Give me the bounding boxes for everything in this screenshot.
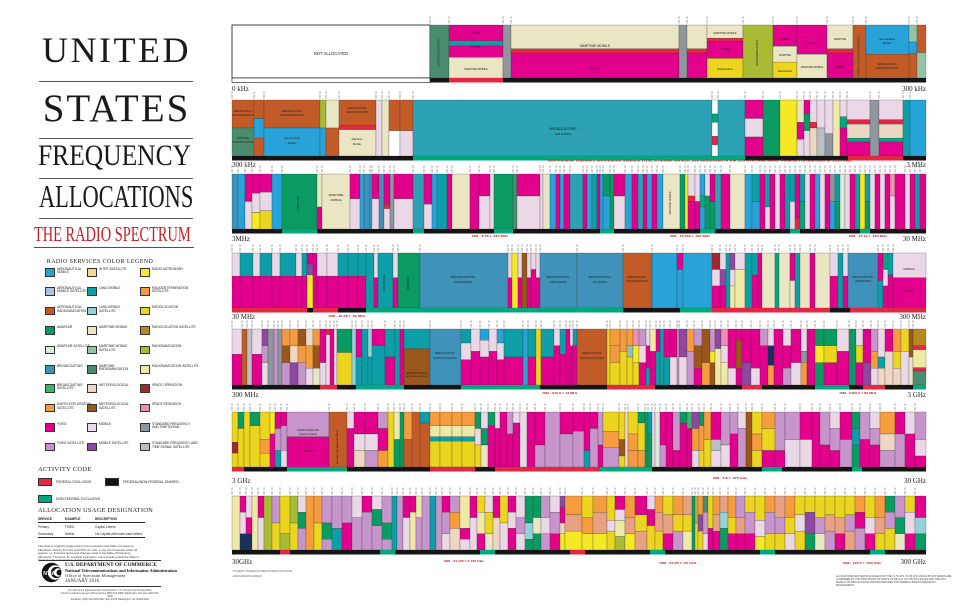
- svg-text:NOT ALLOCATED: NOT ALLOCATED: [314, 51, 348, 56]
- svg-text:RADIONAVIGATION: RADIONAVIGATION: [346, 111, 368, 114]
- svg-text:BROADCASTING: BROADCASTING: [549, 127, 576, 131]
- svg-text:+ EXCEPT AERONAUTICAL MOBILE (: + EXCEPT AERONAUTICAL MOBILE (R): [232, 575, 262, 578]
- svg-text:MARITIME: MARITIME: [779, 54, 791, 57]
- svg-text:RADIONAVIGATION: RADIONAVIGATION: [755, 40, 759, 66]
- svg-text:ISM - 5.8 ± .075 GHz: ISM - 5.8 ± .075 GHz: [713, 476, 748, 480]
- svg-text:FIXED SATELLITE: FIXED SATELLITE: [297, 428, 319, 432]
- svg-text:AERONAUTICAL RADIONAVIGATION: AERONAUTICAL RADIONAVIGATION: [858, 35, 861, 76]
- svg-text:NTIA: NTIA: [43, 571, 55, 577]
- svg-text:ISM - 13.560 ± .007 MHz: ISM - 13.560 ± .007 MHz: [670, 234, 711, 238]
- svg-text:300 MHz: 300 MHz: [232, 391, 259, 399]
- svg-text:300 MHz: 300 MHz: [899, 313, 926, 321]
- svg-text:MARITIME MOBILE: MARITIME MOBILE: [713, 31, 736, 35]
- svg-text:AERONAUTICAL: AERONAUTICAL: [877, 63, 897, 66]
- svg-text:Aeronautical: Aeronautical: [879, 37, 895, 41]
- svg-text:300 kHz: 300 kHz: [902, 85, 926, 93]
- svg-text:AERONAUTICAL: AERONAUTICAL: [435, 351, 456, 355]
- svg-text:BROADCASTING: BROADCASTING: [451, 275, 476, 279]
- svg-text:MOBILE: MOBILE: [330, 198, 341, 202]
- svg-text:FIXED: FIXED: [721, 47, 729, 51]
- svg-text:Radiolocation: Radiolocation: [717, 67, 733, 71]
- svg-text:FIXED: FIXED: [905, 289, 915, 293]
- svg-text:RADIONAVIGATION: RADIONAVIGATION: [232, 141, 253, 144]
- svg-text:30GHz: 30GHz: [232, 558, 252, 566]
- svg-text:METEOROLOGICAL: METEOROLOGICAL: [406, 372, 428, 375]
- svg-text:Mobile: Mobile: [288, 141, 297, 145]
- svg-text:MARITIME: MARITIME: [329, 193, 344, 197]
- svg-text:3 MHz: 3 MHz: [906, 161, 926, 169]
- svg-text:30 MHz: 30 MHz: [232, 313, 255, 321]
- svg-text:Radiolocation: Radiolocation: [778, 70, 793, 73]
- svg-text:LAND MOBILE: LAND MOBILE: [382, 274, 386, 292]
- svg-text:AMATEUR: AMATEUR: [406, 276, 410, 289]
- svg-text:3 GHz: 3 GHz: [232, 477, 250, 485]
- svg-text:MARITIME: MARITIME: [834, 38, 847, 41]
- svg-text:FIXED: FIXED: [590, 67, 601, 71]
- svg-text:FIXED: FIXED: [836, 65, 844, 69]
- svg-text:AERONAUTICAL RADIONAVIGATION: AERONAUTICAL RADIONAVIGATION: [336, 429, 339, 464]
- svg-text:Mobile: Mobile: [353, 142, 362, 146]
- svg-text:(FM RADIO): (FM RADIO): [593, 280, 608, 284]
- svg-text:(space-to-Earth): (space-to-Earth): [299, 433, 317, 436]
- svg-text:* IN ITU REGION 2, THE AERONAU: * IN ITU REGION 2, THE AERONAUTICAL MOBI…: [232, 570, 292, 573]
- svg-text:ISM - 915.0 ± 13 MHz: ISM - 915.0 ± 13 MHz: [543, 391, 579, 395]
- svg-text:ISM - 61.25 ± .25 GHz: ISM - 61.25 ± .25 GHz: [660, 561, 698, 565]
- svg-text:AERONAUTICAL: AERONAUTICAL: [347, 107, 367, 110]
- svg-text:Maritime: Maritime: [352, 137, 363, 141]
- svg-text:BROADCASTING: BROADCASTING: [589, 275, 611, 279]
- svg-text:30 MHz: 30 MHz: [903, 235, 926, 243]
- svg-text:AMATEUR: AMATEUR: [296, 195, 300, 210]
- svg-text:ISM - 2450.0 ± 50 MHz: ISM - 2450.0 ± 50 MHz: [840, 391, 878, 395]
- svg-text:Non-Federal Travelers Informat: Non-Federal Travelers Information Statio…: [548, 159, 853, 163]
- svg-text:AERONAUTICAL: AERONAUTICAL: [282, 109, 303, 113]
- svg-text:3 GHz: 3 GHz: [908, 391, 926, 399]
- svg-text:FIXED: FIXED: [471, 45, 481, 49]
- svg-text:RADIONAVIGATION: RADIONAVIGATION: [876, 67, 898, 70]
- svg-text:300 GHz: 300 GHz: [901, 558, 926, 566]
- svg-text:3MHz: 3MHz: [232, 235, 250, 243]
- svg-text:(AM RADIO): (AM RADIO): [555, 132, 572, 136]
- svg-text:MARITIME MOBILE: MARITIME MOBILE: [801, 66, 824, 69]
- svg-text:Fixed: Fixed: [472, 31, 480, 35]
- svg-text:AERONAUTICAL: AERONAUTICAL: [582, 351, 603, 355]
- svg-text:Mobile: Mobile: [883, 41, 892, 45]
- svg-text:ISM - 6.78 ± .015 MHz: ISM - 6.78 ± .015 MHz: [472, 234, 509, 238]
- svg-text:MOBILE: MOBILE: [903, 267, 914, 271]
- svg-text:(TELEVISION): (TELEVISION): [454, 280, 472, 284]
- svg-text:FIXED: FIXED: [808, 41, 818, 45]
- svg-text:RADIONAVIGATION: RADIONAVIGATION: [232, 114, 253, 117]
- svg-text:ISM - 24.125 ± 0.125 GHz: ISM - 24.125 ± 0.125 GHz: [444, 559, 485, 563]
- svg-text:30 GHz: 30 GHz: [904, 477, 926, 485]
- svg-text:BROADCASTING: BROADCASTING: [853, 275, 874, 279]
- svg-text:MARITIME MOBILE: MARITIME MOBILE: [580, 44, 611, 48]
- svg-text:MARITIME MOBILE: MARITIME MOBILE: [668, 191, 672, 214]
- svg-text:ISM - 27.12 ± .163 MHz: ISM - 27.12 ± .163 MHz: [849, 234, 888, 238]
- svg-text:ISM - 40.68 ± .02 MHz: ISM - 40.68 ± .02 MHz: [329, 314, 367, 318]
- svg-text:ISM - 122.5 ± .500 GHz: ISM - 122.5 ± .500 GHz: [843, 561, 882, 565]
- svg-text:AERONAUTICAL: AERONAUTICAL: [234, 110, 253, 113]
- svg-text:(TELEVISION): (TELEVISION): [549, 280, 566, 284]
- svg-text:FIXED: FIXED: [304, 449, 314, 453]
- svg-text:RADIONAVIGATION: RADIONAVIGATION: [581, 357, 604, 360]
- svg-text:MARITIME: MARITIME: [237, 137, 250, 140]
- svg-text:MARITIME MOBILE: MARITIME MOBILE: [464, 67, 487, 71]
- svg-text:(TELEVISION): (TELEVISION): [855, 280, 872, 283]
- svg-text:RADIONAVIGATION: RADIONAVIGATION: [434, 357, 457, 360]
- svg-text:BROADCASTING: BROADCASTING: [547, 275, 569, 279]
- svg-text:AIDS (RADIOSONDE): AIDS (RADIOSONDE): [406, 375, 428, 378]
- svg-text:RADIONAVIGATION: RADIONAVIGATION: [626, 280, 647, 283]
- svg-text:AERONAUTICAL: AERONAUTICAL: [627, 276, 647, 279]
- svg-text:0 kHz: 0 kHz: [232, 85, 249, 93]
- svg-text:300 kHz: 300 kHz: [232, 161, 256, 169]
- svg-text:FIXED: FIXED: [781, 37, 789, 41]
- svg-text:RADIONAVIGATION: RADIONAVIGATION: [281, 114, 304, 117]
- svg-text:RADIONAVIGATION: RADIONAVIGATION: [437, 39, 441, 67]
- svg-text:Aeronautical: Aeronautical: [284, 136, 300, 140]
